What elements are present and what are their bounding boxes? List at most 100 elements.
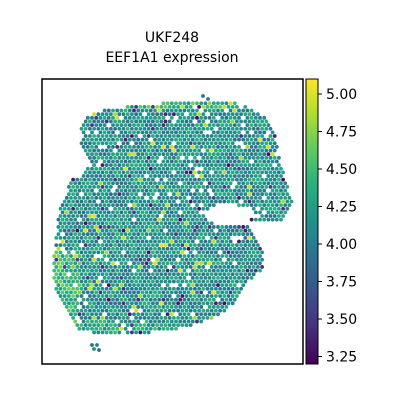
data-spot bbox=[222, 235, 227, 240]
data-spot bbox=[237, 159, 241, 164]
data-spot bbox=[205, 199, 210, 204]
data-spot bbox=[174, 152, 178, 157]
data-spot bbox=[174, 145, 178, 149]
data-spot bbox=[161, 261, 166, 266]
data-spot bbox=[148, 123, 153, 127]
data-spot bbox=[197, 272, 202, 277]
data-spot bbox=[90, 239, 94, 244]
data-spot bbox=[157, 166, 162, 171]
data-spot bbox=[226, 265, 231, 269]
data-spot bbox=[96, 126, 101, 131]
data-spot bbox=[176, 272, 181, 277]
data-spot bbox=[73, 290, 78, 295]
data-spot bbox=[54, 265, 59, 269]
data-spot bbox=[113, 250, 117, 255]
data-spot bbox=[172, 250, 176, 255]
data-spot bbox=[211, 203, 216, 208]
data-spot bbox=[241, 195, 246, 200]
data-spot bbox=[232, 275, 237, 280]
data-spot bbox=[142, 250, 147, 255]
data-spot bbox=[188, 214, 193, 218]
data-spot bbox=[106, 115, 111, 120]
data-spot bbox=[161, 145, 166, 149]
data-spot bbox=[274, 145, 279, 149]
data-spot bbox=[218, 235, 223, 240]
data-spot bbox=[142, 272, 147, 277]
data-spot bbox=[60, 225, 65, 229]
data-spot bbox=[130, 185, 134, 189]
data-spot bbox=[62, 286, 67, 291]
data-spot bbox=[125, 148, 130, 153]
data-spot bbox=[220, 130, 225, 135]
data-spot bbox=[180, 206, 185, 211]
data-spot bbox=[157, 152, 162, 157]
data-spot bbox=[222, 308, 227, 313]
data-spot bbox=[98, 246, 103, 251]
data-spot bbox=[167, 163, 172, 168]
data-spot bbox=[125, 323, 130, 328]
data-spot bbox=[232, 174, 237, 178]
data-spot bbox=[186, 319, 191, 324]
data-spot bbox=[130, 148, 134, 153]
data-spot bbox=[73, 246, 78, 251]
data-spot bbox=[237, 290, 241, 295]
data-spot bbox=[197, 185, 202, 189]
data-spot bbox=[249, 123, 254, 127]
data-spot bbox=[169, 261, 174, 266]
data-spot bbox=[125, 155, 130, 160]
data-spot bbox=[88, 155, 92, 160]
data-spot bbox=[186, 108, 191, 113]
data-spot bbox=[90, 290, 94, 295]
data-spot bbox=[104, 330, 109, 335]
data-spot bbox=[184, 308, 189, 313]
data-spot bbox=[144, 188, 149, 193]
data-spot bbox=[163, 315, 168, 320]
data-spot bbox=[279, 210, 283, 215]
data-spot bbox=[146, 126, 151, 131]
data-spot bbox=[104, 119, 109, 124]
data-spot bbox=[176, 105, 181, 109]
data-spot bbox=[195, 159, 199, 164]
data-spot bbox=[136, 275, 141, 280]
data-spot bbox=[205, 105, 210, 109]
data-spot bbox=[199, 101, 204, 106]
data-spot bbox=[140, 283, 145, 288]
data-spot bbox=[182, 261, 187, 266]
data-spot bbox=[146, 192, 151, 197]
data-spot bbox=[161, 290, 166, 295]
data-spot bbox=[157, 305, 162, 309]
data-spot bbox=[146, 257, 151, 262]
data-spot bbox=[169, 115, 174, 120]
data-spot bbox=[115, 137, 120, 142]
data-spot bbox=[186, 181, 191, 186]
data-spot bbox=[119, 290, 124, 295]
data-spot bbox=[62, 301, 67, 306]
data-spot bbox=[163, 243, 168, 248]
data-spot bbox=[111, 123, 115, 127]
data-spot bbox=[207, 297, 212, 302]
data-spot bbox=[230, 279, 235, 284]
data-spot bbox=[123, 217, 128, 222]
data-spot bbox=[138, 315, 143, 320]
data-spot bbox=[75, 286, 80, 291]
data-spot bbox=[163, 141, 168, 146]
data-spot bbox=[172, 148, 176, 153]
data-spot bbox=[125, 214, 130, 218]
data-spot bbox=[161, 195, 166, 200]
data-spot bbox=[96, 170, 101, 175]
data-spot bbox=[188, 119, 193, 124]
data-spot bbox=[184, 192, 189, 197]
data-spot bbox=[146, 148, 151, 153]
data-spot bbox=[106, 305, 111, 309]
data-spot bbox=[79, 214, 84, 218]
data-spot bbox=[249, 268, 254, 273]
data-spot bbox=[256, 185, 260, 189]
data-spot bbox=[123, 319, 128, 324]
data-spot bbox=[148, 232, 153, 237]
data-spot bbox=[228, 254, 233, 258]
data-spot bbox=[211, 174, 216, 178]
data-spot bbox=[226, 177, 231, 182]
data-spot bbox=[98, 217, 103, 222]
data-spot bbox=[243, 134, 248, 138]
data-spot bbox=[270, 181, 275, 186]
